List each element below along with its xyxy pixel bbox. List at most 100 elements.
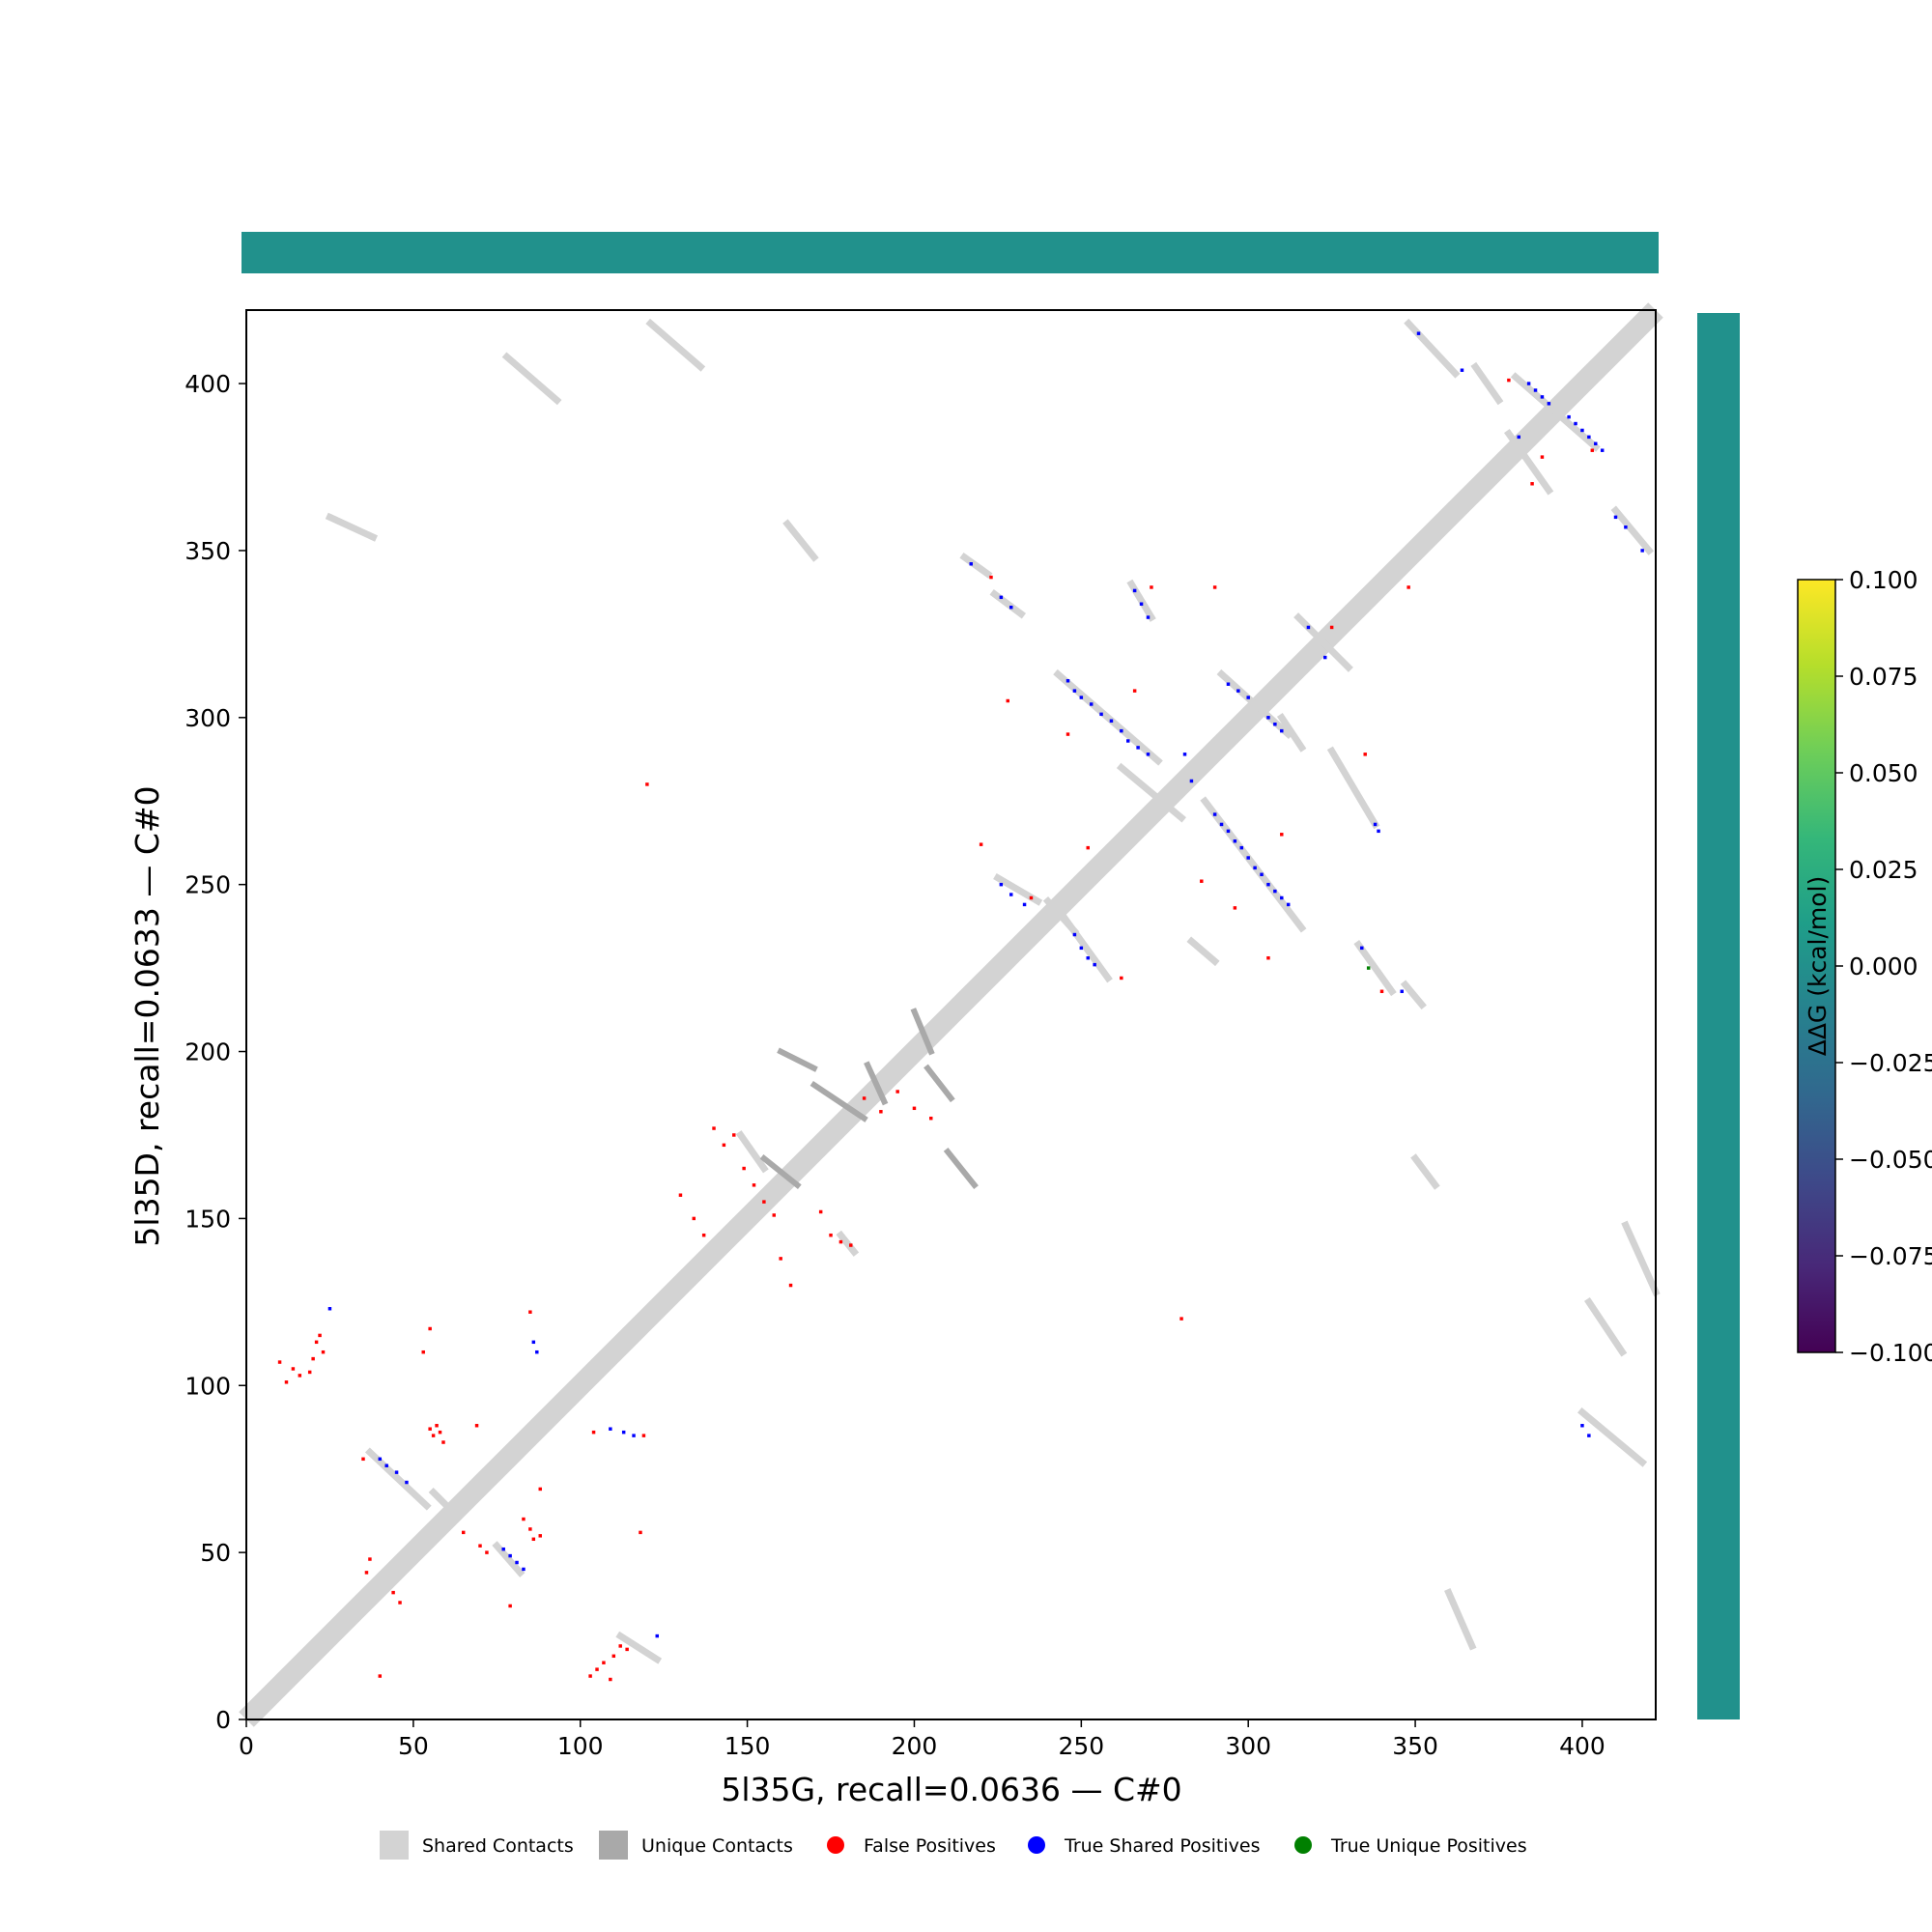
false-positive-point bbox=[979, 842, 983, 846]
true-shared-positive-point bbox=[1547, 402, 1551, 406]
shared-contact-segment bbox=[1216, 668, 1293, 740]
true-shared-positive-point bbox=[1219, 822, 1224, 827]
true-shared-positive-point bbox=[1139, 602, 1144, 606]
false-positive-point bbox=[838, 1239, 843, 1244]
unique-contact-segment bbox=[810, 1080, 868, 1122]
right-annotation-bar bbox=[1697, 313, 1740, 1719]
false-positive-point bbox=[538, 1534, 542, 1538]
true-shared-positive-point bbox=[1322, 655, 1327, 660]
true-shared-positive-point bbox=[1286, 902, 1291, 907]
top-annotation-bar bbox=[242, 232, 1659, 273]
true-shared-positive-point bbox=[1640, 549, 1644, 553]
false-positive-point bbox=[1132, 689, 1137, 693]
false-positive-point bbox=[1540, 455, 1545, 459]
true-shared-positive-point bbox=[1400, 989, 1404, 994]
true-shared-positive-point bbox=[999, 595, 1004, 600]
true-shared-positive-point bbox=[1226, 829, 1231, 834]
diagonal-contacts bbox=[239, 302, 1663, 1727]
true-shared-positive-point bbox=[1280, 728, 1284, 733]
false-positive-point bbox=[428, 1427, 432, 1431]
false-positive-point bbox=[438, 1430, 442, 1435]
true-shared-positive-point bbox=[535, 1350, 539, 1354]
false-positive-point bbox=[528, 1310, 532, 1314]
false-positive-point bbox=[291, 1367, 296, 1371]
false-positive-point bbox=[1233, 906, 1237, 910]
shared-contact-segment bbox=[501, 352, 562, 406]
true-shared-positive-point bbox=[1189, 779, 1194, 783]
false-positive-point bbox=[1329, 625, 1334, 630]
true-shared-positive-point bbox=[1613, 515, 1618, 520]
false-positive-point bbox=[311, 1356, 315, 1361]
false-positive-point bbox=[678, 1193, 683, 1197]
true-shared-positive-point bbox=[1182, 753, 1187, 756]
shared-contact-segment bbox=[1116, 762, 1186, 823]
true-shared-positive-point bbox=[1533, 388, 1538, 392]
shared-contact-segment bbox=[428, 1487, 459, 1518]
x-tick-label: 0 bbox=[239, 1732, 254, 1760]
false-positive-point bbox=[611, 1654, 616, 1659]
false-positive-point bbox=[474, 1424, 479, 1428]
false-positive-point bbox=[361, 1457, 365, 1462]
x-tick-label: 100 bbox=[557, 1732, 604, 1760]
false-positive-point bbox=[321, 1350, 326, 1354]
true-shared-positive-point bbox=[1009, 893, 1013, 896]
false-positive-point bbox=[732, 1133, 736, 1137]
legend-swatch bbox=[599, 1831, 628, 1860]
colorbar-tick-label: −0.100 bbox=[1849, 1339, 1932, 1367]
false-positive-point bbox=[277, 1360, 282, 1364]
shared-contact-segment bbox=[1610, 505, 1655, 555]
shared-contact-segment bbox=[1353, 940, 1397, 997]
false-positive-point bbox=[1266, 955, 1270, 960]
x-tick-label: 200 bbox=[892, 1732, 938, 1760]
unique-contact-segment bbox=[910, 1008, 935, 1056]
false-positive-point bbox=[879, 1110, 883, 1114]
shared-contact-segment bbox=[1444, 1588, 1477, 1651]
false-positive-point bbox=[618, 1644, 622, 1648]
true-shared-positive-point bbox=[1273, 889, 1277, 894]
x-axis-label: 5l35G, recall=0.0636 — C#0 bbox=[721, 1771, 1181, 1808]
predicted-contacts-layer bbox=[277, 331, 1644, 1682]
shared-contact-segment bbox=[959, 552, 993, 580]
false-positive-point bbox=[1530, 482, 1534, 486]
shared-contact-segment bbox=[1186, 936, 1220, 967]
true-shared-positive-point bbox=[1273, 722, 1277, 726]
false-positive-point bbox=[772, 1213, 776, 1217]
false-positive-point bbox=[428, 1326, 432, 1331]
true-shared-positive-point bbox=[1079, 696, 1084, 699]
colorbar-tick-label: 0.075 bbox=[1849, 663, 1918, 691]
x-tick-label: 150 bbox=[724, 1732, 771, 1760]
true-shared-positive-point bbox=[1093, 962, 1096, 967]
false-positive-point bbox=[779, 1257, 782, 1261]
true-shared-positive-point bbox=[1526, 382, 1531, 385]
false-positive-point bbox=[752, 1183, 756, 1187]
shared-contact-segment bbox=[735, 1130, 769, 1174]
false-positive-point bbox=[595, 1667, 599, 1671]
shared-contact-segment bbox=[989, 588, 1027, 619]
true-shared-positive-point bbox=[1624, 525, 1628, 529]
x-tick-label: 50 bbox=[398, 1732, 429, 1760]
plot-frame bbox=[245, 309, 1657, 1720]
false-positive-point bbox=[1590, 448, 1595, 452]
legend-label: True Shared Positives bbox=[1064, 1835, 1260, 1857]
true-shared-positive-point bbox=[1126, 739, 1130, 743]
unique-contact-segment bbox=[923, 1064, 955, 1103]
false-positive-point bbox=[1379, 989, 1384, 994]
false-positive-point bbox=[602, 1661, 606, 1664]
true-shared-positive-point bbox=[1360, 946, 1364, 951]
true-shared-positive-point bbox=[405, 1480, 409, 1485]
y-tick-label: 250 bbox=[185, 871, 231, 899]
true-shared-positive-point bbox=[1306, 625, 1311, 630]
true-shared-positive-point bbox=[1587, 1434, 1591, 1437]
true-shared-positive-point bbox=[522, 1567, 526, 1572]
false-positive-point bbox=[701, 1233, 706, 1237]
true-shared-positive-point bbox=[1517, 435, 1520, 440]
legend: Shared Contacts Unique Contacts False Posi… bbox=[380, 1831, 1527, 1860]
false-positive-point bbox=[284, 1380, 289, 1384]
true-shared-positive-point bbox=[501, 1547, 505, 1551]
true-shared-positive-point bbox=[1260, 872, 1264, 877]
legend-swatch bbox=[827, 1836, 844, 1854]
x-axis: 0 50 100 150 200 250 300 350 400 bbox=[239, 1719, 1605, 1760]
legend-label: Unique Contacts bbox=[641, 1835, 793, 1857]
true-shared-positive-point bbox=[1266, 716, 1270, 720]
